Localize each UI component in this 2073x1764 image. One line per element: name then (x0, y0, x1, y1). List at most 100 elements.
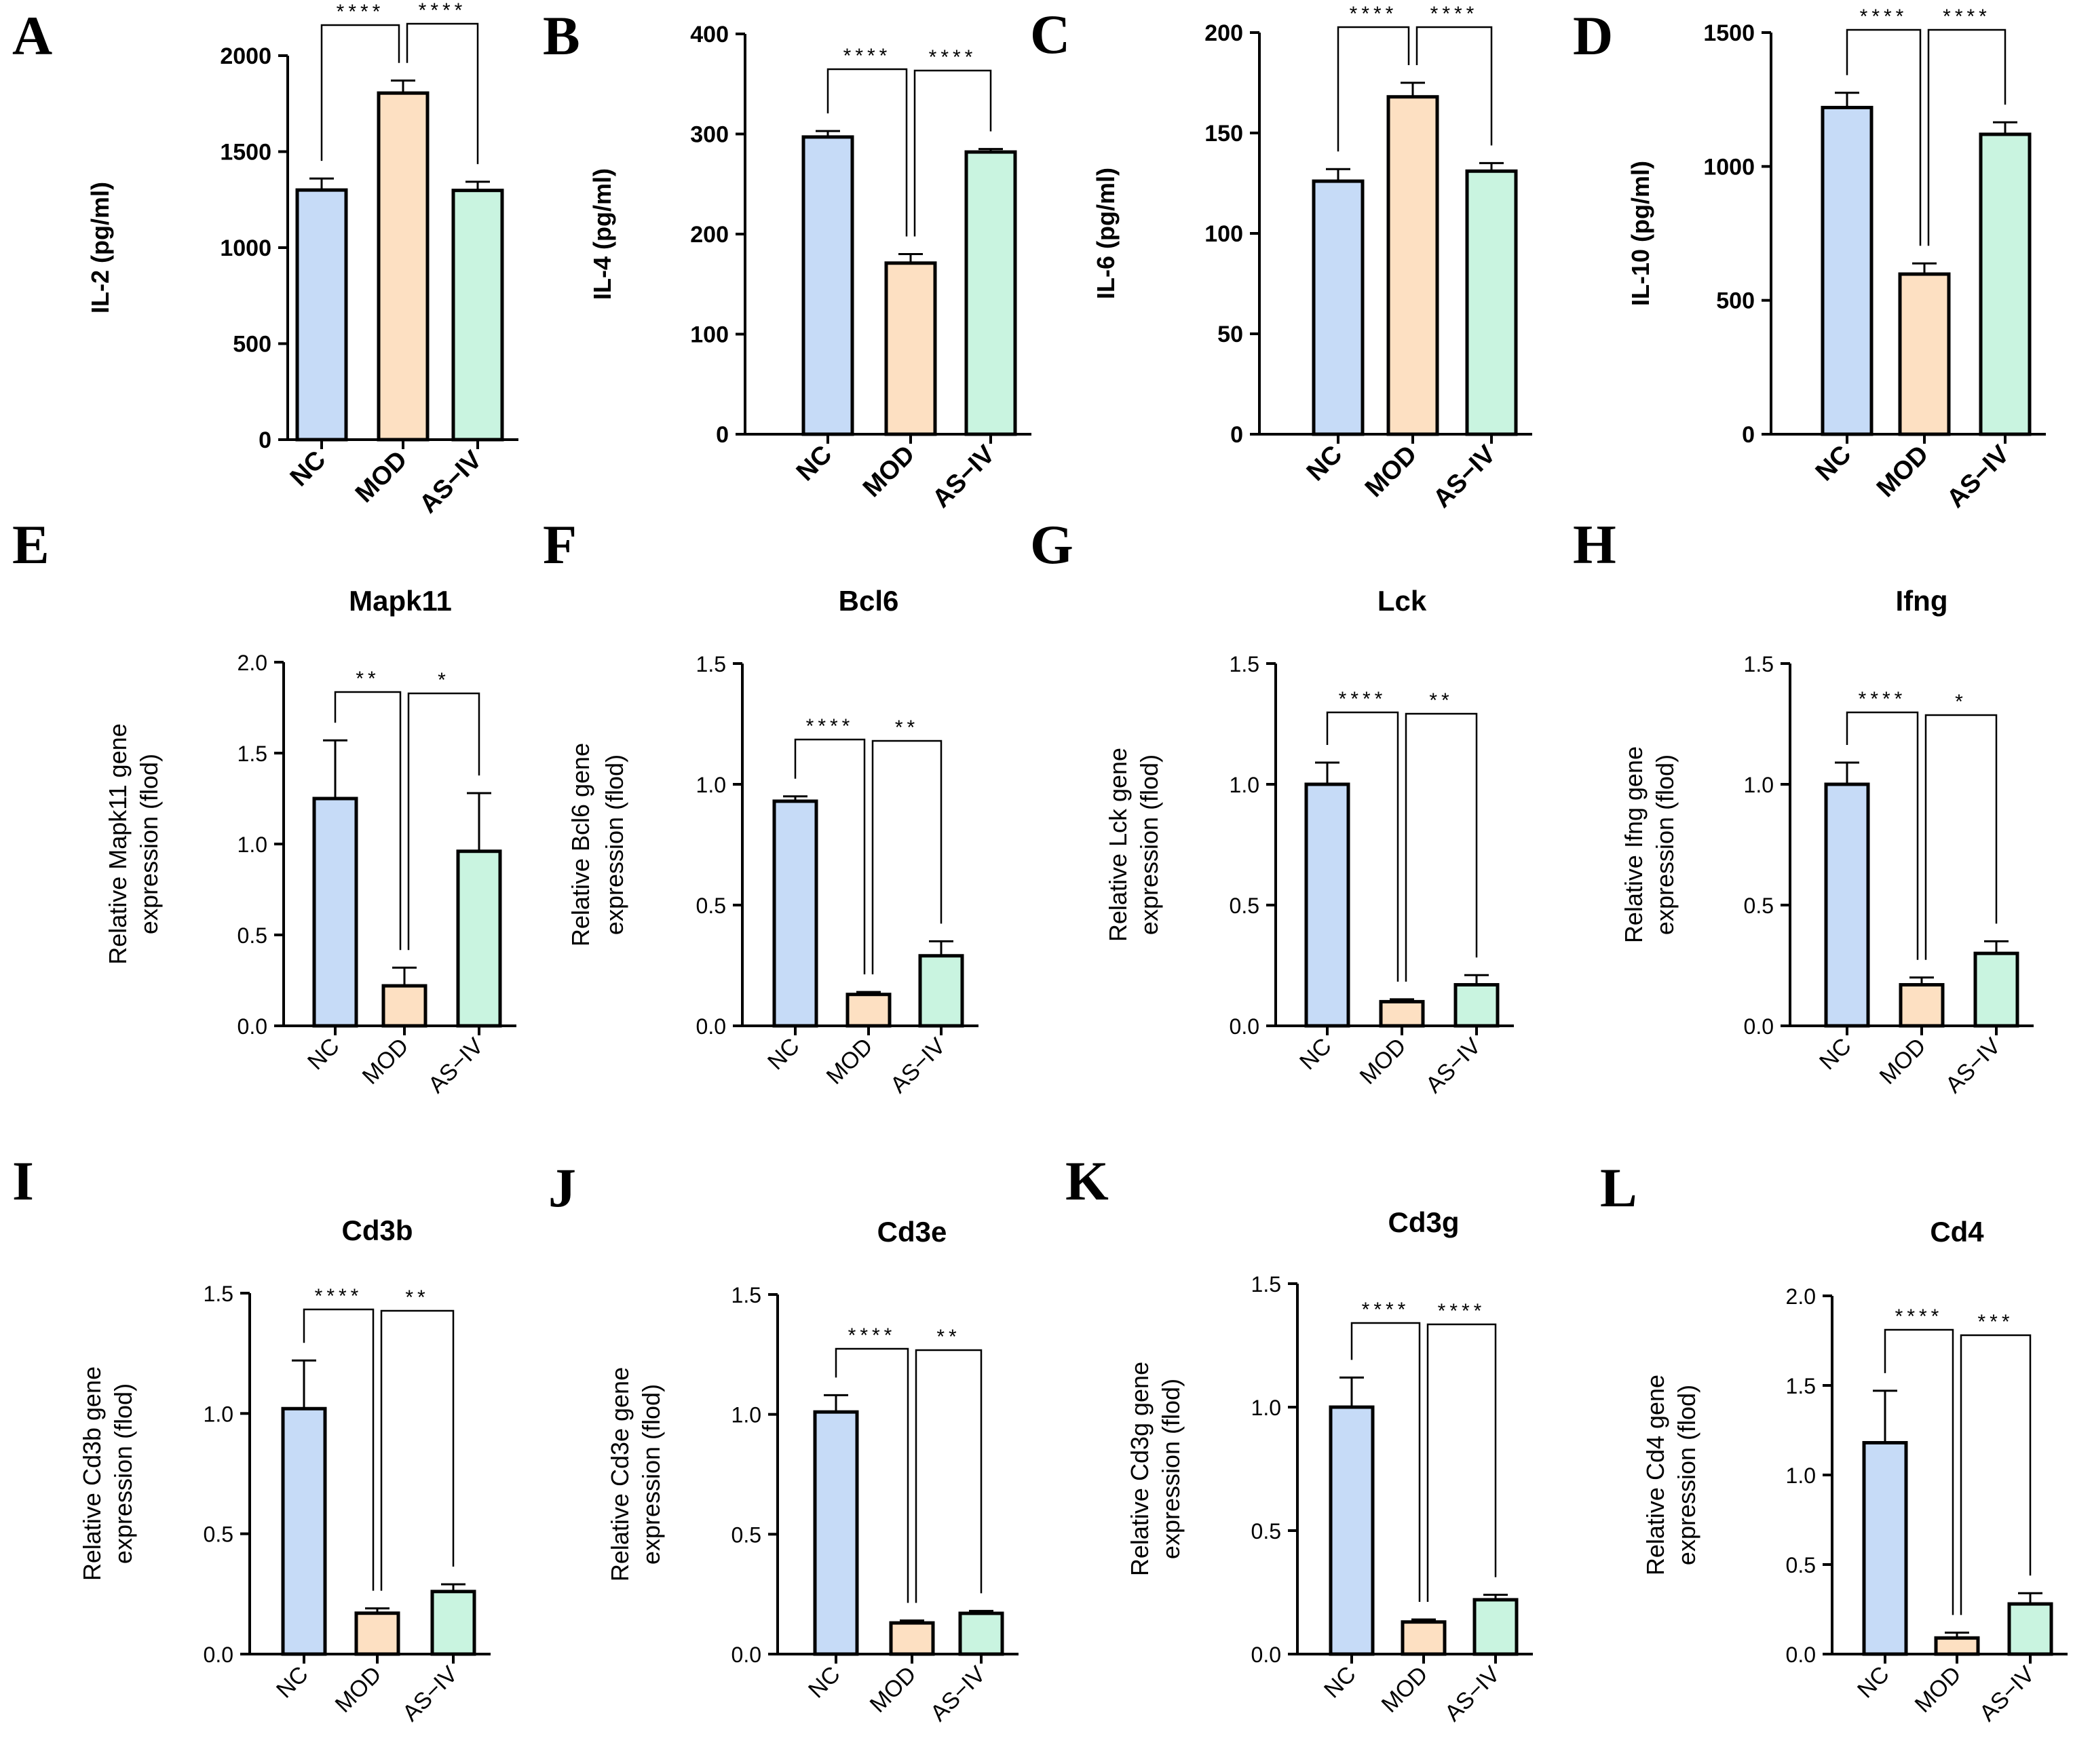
panel-letter: A (12, 5, 52, 66)
x-tick-label: NC (763, 1033, 805, 1075)
significance-label: ** (936, 1326, 960, 1348)
y-axis-label: expression (flod) (135, 754, 163, 934)
y-axis-label: Relative Bcl6 gene (567, 743, 594, 946)
y-tick-label: 100 (1204, 221, 1243, 247)
bar-2 (1979, 132, 2032, 436)
y-tick-label: 0 (716, 422, 729, 448)
significance-label: **** (1339, 688, 1387, 710)
significance-label: **** (1860, 5, 1908, 28)
y-tick-label: 500 (233, 332, 271, 358)
x-tick-label: NC (285, 446, 332, 493)
x-tick-label: MOD (1355, 1033, 1411, 1090)
bar-0 (1329, 1405, 1375, 1656)
y-tick-label: 0.0 (1251, 1643, 1281, 1667)
panel-F: F Bcl6 0.0 0.5 1.0 1.5 Relative Bcl6 gene expre… (543, 514, 978, 1098)
x-tick-label: NC (1810, 440, 1857, 487)
y-axis-label: expression (flod) (637, 1384, 665, 1565)
x-tick-label: NC (1301, 440, 1348, 487)
panel-I: I Cd3b 0.0 0.5 1.0 1.5 Relative Cd3b gene expre… (12, 1150, 491, 1726)
bar-0 (1312, 179, 1365, 436)
bar-2 (1453, 982, 1500, 1028)
x-tick-label: NC (1319, 1662, 1361, 1704)
significance-bracket (1426, 1323, 1497, 1603)
bar-1 (1898, 272, 1951, 436)
x-tick-label: NC (1814, 1033, 1857, 1075)
y-axis-label: Relative Cd3g gene (1126, 1362, 1154, 1576)
y-tick-label: 2.0 (1786, 1284, 1816, 1309)
significance-label: **** (1859, 688, 1907, 710)
x-tick-label: NC (803, 1662, 845, 1704)
y-tick-label: 1500 (1703, 20, 1755, 46)
chart-title: Cd3e (877, 1216, 947, 1248)
significance-bracket (320, 24, 400, 161)
bar-1 (1401, 1620, 1447, 1656)
y-tick-label: 0.0 (1786, 1643, 1816, 1667)
panel-letter: H (1573, 514, 1616, 575)
panel-K: K Cd3g 0.0 0.5 1.0 1.5 Relative Cd3g gene expre… (1065, 1150, 1533, 1726)
significance-label: * (1955, 691, 1967, 713)
significance-label: **** (1362, 1299, 1410, 1321)
y-tick-label: 150 (1204, 121, 1243, 147)
y-axis-label: expression (flod) (1673, 1385, 1700, 1565)
panel-A: A 0 500 1000 1500 2000 IL-2 (pg/ml) NC MOD AS−IV *… (12, 0, 518, 519)
x-tick-label: NC (1852, 1662, 1895, 1704)
y-axis-label: IL-4 (pg/ml) (588, 168, 616, 300)
y-tick-label: 0.0 (237, 1014, 267, 1039)
bar-1 (845, 993, 892, 1028)
bar-0 (312, 797, 358, 1028)
y-tick-label: 0.5 (1230, 894, 1259, 918)
significance-bracket (871, 740, 943, 975)
y-tick-label: 1.5 (731, 1283, 761, 1307)
significance-bracket (1350, 1322, 1421, 1603)
chart-title: Lck (1377, 585, 1427, 617)
y-axis-label: IL-6 (pg/ml) (1092, 168, 1120, 299)
x-tick-label: AS−IV (423, 1033, 489, 1098)
y-tick-label: 0.5 (237, 923, 267, 948)
y-tick-label: 2000 (220, 43, 271, 69)
significance-bracket (1405, 712, 1478, 982)
x-tick-label: MOD (1910, 1662, 1966, 1718)
bar-0 (1824, 782, 1870, 1028)
significance-label: **** (1430, 3, 1479, 25)
significance-label: **** (1350, 3, 1398, 25)
x-tick-label: MOD (1871, 440, 1934, 503)
x-tick-label: MOD (865, 1662, 921, 1718)
bar-2 (918, 954, 964, 1028)
significance-bracket (913, 69, 992, 237)
panel-B: B 0 100 200 300 400 IL-4 (pg/ml) NC MOD AS−IV ****… (543, 5, 1031, 514)
significance-bracket (794, 738, 866, 975)
y-axis-label: expression (flod) (1651, 754, 1679, 935)
bar-2 (451, 189, 504, 442)
panel-letter: F (543, 514, 577, 575)
chart-title: Cd4 (1930, 1216, 1984, 1248)
bar-1 (1934, 1636, 1980, 1656)
significance-bracket (1924, 714, 1998, 960)
x-tick-label: MOD (1360, 440, 1422, 503)
bar-2 (1472, 1598, 1519, 1656)
significance-bracket (406, 22, 479, 164)
y-tick-label: 0.5 (731, 1522, 761, 1547)
y-tick-label: 1.5 (204, 1282, 233, 1306)
y-tick-label: 0.5 (1786, 1553, 1816, 1577)
x-tick-label: AS−IV (1421, 1033, 1486, 1098)
panel-letter: K (1065, 1150, 1109, 1212)
y-axis-label: expression (flod) (109, 1383, 137, 1564)
y-tick-label: 1.5 (1786, 1374, 1816, 1398)
y-tick-label: 200 (1204, 20, 1243, 46)
x-tick-label: MOD (1377, 1662, 1433, 1718)
y-axis-label: expression (flod) (1135, 754, 1163, 935)
significance-label: *** (1977, 1311, 2013, 1333)
significance-bracket (1326, 711, 1399, 982)
panel-E: E Mapk11 0.0 0.5 1.0 1.5 2.0 Relative Mapk11 ge… (12, 514, 516, 1098)
panel-G: G Lck 0.0 0.5 1.0 1.5 Relative Lck gene express… (1030, 514, 1514, 1098)
x-tick-label: AS−IV (1440, 1662, 1505, 1727)
y-tick-label: 400 (690, 22, 729, 47)
x-tick-label: NC (1295, 1033, 1337, 1075)
y-tick-label: 500 (1716, 288, 1755, 314)
panel-letter: I (12, 1150, 34, 1212)
y-axis-label: Relative Cd3e gene (606, 1367, 634, 1581)
x-tick-label: AS−IV (414, 445, 488, 519)
y-tick-label: 1000 (220, 235, 271, 261)
y-tick-label: 1.0 (696, 773, 726, 797)
